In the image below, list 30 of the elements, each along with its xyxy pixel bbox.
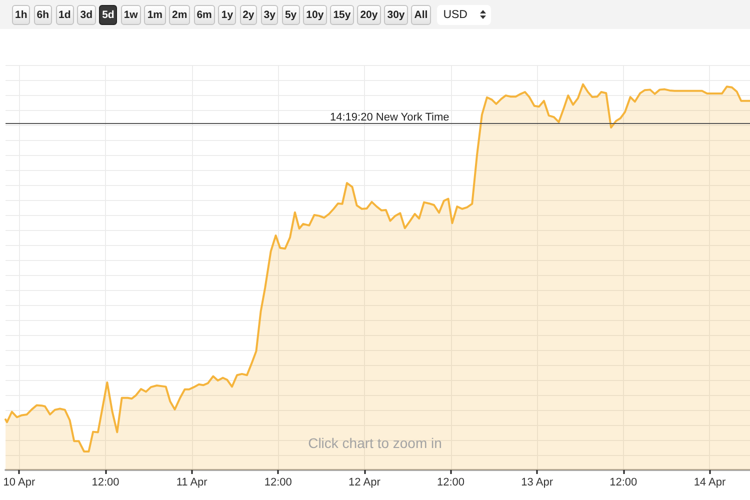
- time-range-button: 2y: [240, 4, 258, 24]
- time-range-button: 1y: [218, 4, 236, 24]
- x-tick-label: 13 Apr: [521, 476, 554, 488]
- time-range-button: All: [411, 4, 431, 24]
- x-tick-label: 12:00: [610, 476, 638, 488]
- time-range-button: 1h: [12, 4, 30, 24]
- x-tick-label: 12:00: [264, 476, 292, 488]
- annotation: Click chart to zoom in: [308, 435, 442, 451]
- time-range-button: 20y: [357, 4, 381, 24]
- x-tick-label: 11 Apr: [176, 476, 208, 488]
- time-range-button: 2m: [169, 4, 190, 24]
- x-tick-label: 12:00: [92, 476, 120, 488]
- x-tick-label: 12 Apr: [348, 476, 381, 488]
- time-range-button: 3y: [260, 4, 278, 24]
- time-range-button: 15y: [330, 4, 354, 24]
- time-range-button: 10y: [303, 4, 327, 24]
- time-range-button: 30y: [384, 4, 408, 24]
- time-range-button: 3d: [77, 4, 96, 24]
- time-range-button: 5y: [282, 4, 300, 24]
- time-range-button: 1d: [56, 4, 74, 24]
- time-range-button: 6m: [194, 4, 215, 24]
- annotation: 14:19:20 New York Time: [330, 111, 450, 124]
- currency-dropdown: USD: [437, 4, 492, 24]
- time-range-button: 5d: [99, 4, 118, 24]
- x-tick-label: 10 Apr: [3, 476, 36, 488]
- time-range-button: 1m: [144, 4, 166, 24]
- x-tick-label: 12:00: [437, 476, 465, 488]
- x-tick-label: 14 Apr: [694, 476, 726, 488]
- time-range-button: 6h: [34, 4, 52, 24]
- time-range-button: 1w: [120, 4, 141, 24]
